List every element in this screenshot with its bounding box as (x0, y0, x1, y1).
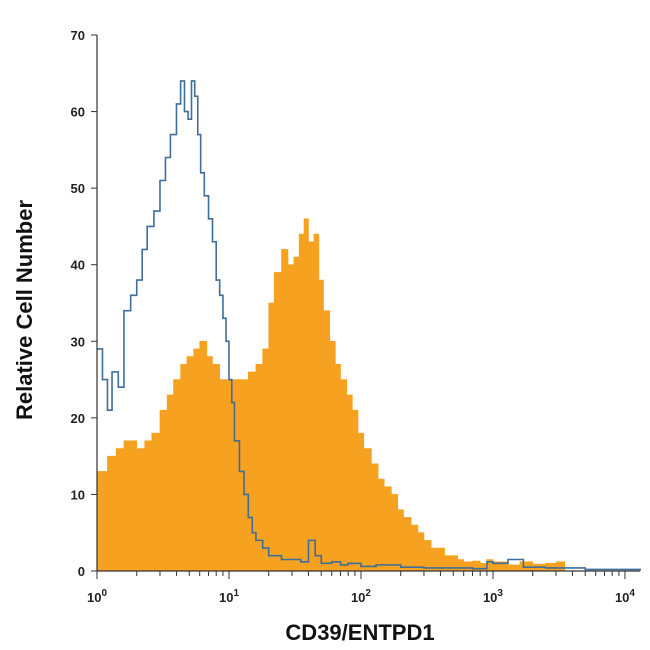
y-tick-label: 0 (78, 564, 85, 579)
y-tick-label: 50 (71, 181, 85, 196)
series-filled-histogram (96, 218, 566, 572)
y-tick-label: 10 (71, 487, 85, 502)
y-tick-label: 40 (71, 258, 85, 273)
x-tick-label: 104 (615, 588, 635, 605)
x-tick-label: 102 (351, 588, 371, 605)
y-tick-label: 70 (71, 28, 85, 43)
axes (96, 35, 640, 572)
series-outline-histogram (97, 80, 641, 571)
y-tick-label: 60 (71, 105, 85, 120)
y-ticks: 0 10 20 30 40 50 60 70 (71, 28, 97, 579)
y-axis-title: Relative Cell Number (12, 200, 37, 421)
x-tick-label: 100 (87, 588, 107, 605)
y-tick-label: 20 (71, 411, 85, 426)
x-tick-label: 101 (219, 588, 239, 605)
plot-area (96, 80, 641, 572)
x-ticks: 100 101 102 103 104 (87, 571, 635, 605)
x-axis-title: CD39/ENTPD1 (285, 620, 434, 645)
x-tick-label: 103 (483, 588, 503, 605)
y-tick-label: 30 (71, 334, 85, 349)
